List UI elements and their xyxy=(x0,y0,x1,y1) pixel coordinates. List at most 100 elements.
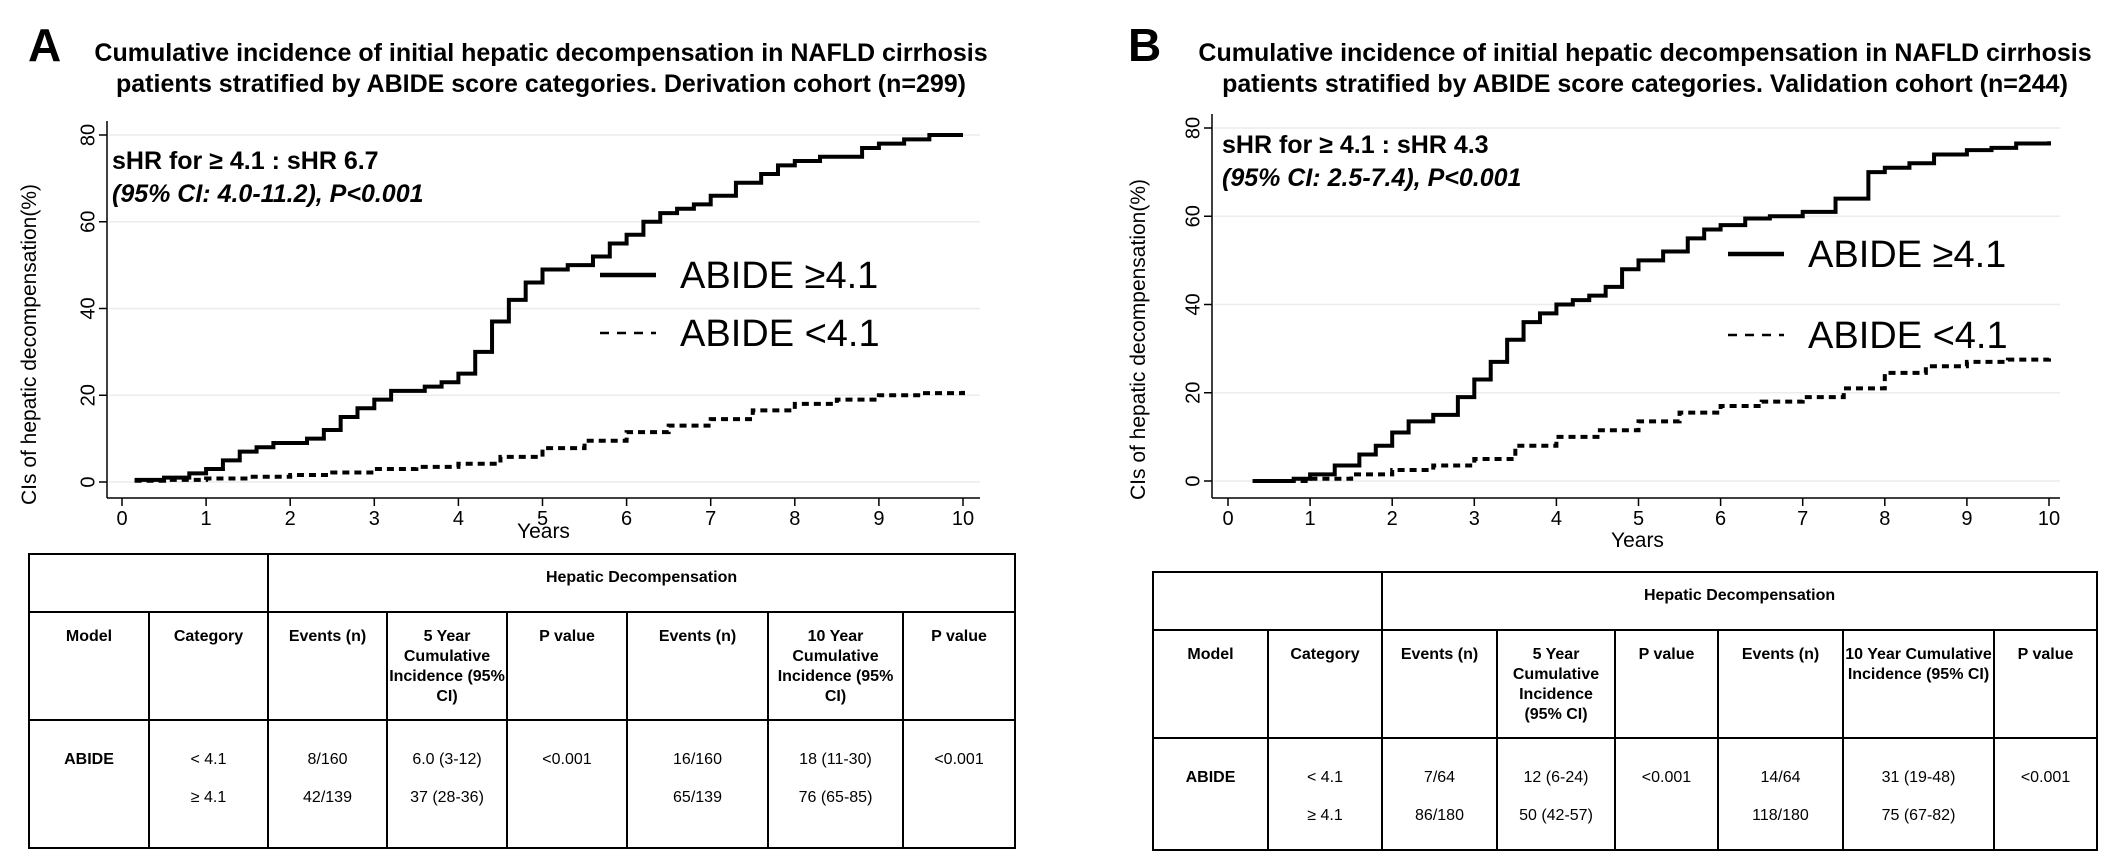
table-a-events10-low: 16/160 xyxy=(629,741,766,779)
table-a-ci10-high: 76 (65-85) xyxy=(770,779,901,817)
panel-a-x-tick-label-9: 9 xyxy=(873,508,884,530)
table-b-category-low: < 4.1 xyxy=(1270,759,1380,797)
table-a-events5-high: 42/139 xyxy=(270,779,385,817)
table-b-p10-cell: <0.001 xyxy=(1994,738,2097,850)
panel-b-y-tick-label-80: 80 xyxy=(1182,117,1204,139)
panel-a-x-tick-label-10: 10 xyxy=(952,508,974,530)
table-b-header-model: Model xyxy=(1153,630,1268,738)
panel-b-x-tick-label-6: 6 xyxy=(1715,508,1726,530)
table-a-header-ci-5: 5 Year Cumulative Incidence (95% CI) xyxy=(387,612,507,720)
panel-a-x-tick-label-0: 0 xyxy=(116,508,127,530)
table-a-events10-cell: 16/160 65/139 xyxy=(627,720,768,848)
panel-b-x-tick-label-10: 10 xyxy=(2038,508,2060,530)
panel-a-x-tick-label-4: 4 xyxy=(453,508,464,530)
panel-a-x-tick-label-7: 7 xyxy=(705,508,716,530)
table-a-header-events-10: Events (n) xyxy=(627,612,768,720)
table-b-p5-cell: <0.001 xyxy=(1615,738,1718,850)
table-a-header-category: Category xyxy=(149,612,268,720)
panel-b-shr-annotation: sHR for ≥ 4.1 : sHR 4.3 xyxy=(1222,131,1489,160)
table-a-p5-cell: <0.001 xyxy=(507,720,627,848)
table-b-header-category: Category xyxy=(1268,630,1382,738)
panel-a-y-tick-label-40: 40 xyxy=(77,297,99,319)
table-b-header-events-5: Events (n) xyxy=(1382,630,1497,738)
table-b-events5-high: 86/180 xyxy=(1384,797,1495,835)
table-b-header-p-10: P value xyxy=(1994,630,2097,738)
panel-a-y-tick-label-60: 60 xyxy=(77,211,99,233)
table-a-group-header: Hepatic Decompensation xyxy=(268,554,1015,612)
table-b-events10-high: 118/180 xyxy=(1720,797,1841,835)
panel-b-x-tick-label-1: 1 xyxy=(1305,508,1316,530)
table-a-header-model: Model xyxy=(29,612,149,720)
panel-b-y-tick-label-20: 20 xyxy=(1182,382,1204,404)
panel-b-x-tick-label-5: 5 xyxy=(1633,508,1644,530)
table-b-p10: <0.001 xyxy=(1996,759,2095,797)
table-b-model: ABIDE xyxy=(1186,769,1236,786)
panel-b-series-low xyxy=(1253,357,2049,481)
table-a-ci5-high: 37 (28-36) xyxy=(389,779,505,817)
table-a-p10-cell: <0.001 xyxy=(903,720,1015,848)
panel-b-y-tick-label-40: 40 xyxy=(1182,293,1204,315)
panel-b-x-tick-label-4: 4 xyxy=(1551,508,1562,530)
table-b-ci10-low: 31 (19-48) xyxy=(1845,759,1992,797)
panel-a-legend-label-high: ABIDE ≥4.1 xyxy=(680,255,878,297)
table-b-events5-low: 7/64 xyxy=(1384,759,1495,797)
panel-b-x-tick-label-9: 9 xyxy=(1961,508,1972,530)
panel-b-legend-label-high: ABIDE ≥4.1 xyxy=(1808,234,2006,276)
table-b-header-events-10: Events (n) xyxy=(1718,630,1843,738)
panel-a-shr-annotation: sHR for ≥ 4.1 : sHR 6.7 xyxy=(112,147,379,176)
table-b-p5: <0.001 xyxy=(1617,759,1716,797)
table-b-events10-cell: 14/64 118/180 xyxy=(1718,738,1843,850)
table-a-header-p-5: P value xyxy=(507,612,627,720)
table-b-events10-low: 14/64 xyxy=(1720,759,1841,797)
panel-b-x-tick-label-8: 8 xyxy=(1879,508,1890,530)
table-a-p10: <0.001 xyxy=(905,741,1013,779)
table-b-header-p-5: P value xyxy=(1615,630,1718,738)
panel-a-legend-label-low: ABIDE <4.1 xyxy=(680,313,880,355)
table-a-category-low: < 4.1 xyxy=(151,741,266,779)
table-a-ci10-cell: 18 (11-30) 76 (65-85) xyxy=(768,720,903,848)
table-a-events5-low: 8/160 xyxy=(270,741,385,779)
table-a-model: ABIDE xyxy=(64,751,114,768)
panel-a-x-tick-label-2: 2 xyxy=(285,508,296,530)
table-b-empty-header xyxy=(1153,572,1382,630)
table-b-ci10-high: 75 (67-82) xyxy=(1845,797,1992,835)
table-b-group-header: Hepatic Decompensation xyxy=(1382,572,2097,630)
panel-a-x-tick-label-5: 5 xyxy=(537,508,548,530)
table-a-model-cell: ABIDE xyxy=(29,720,149,848)
table-a-ci5-low: 6.0 (3-12) xyxy=(389,741,505,779)
panel-a-x-tick-label-6: 6 xyxy=(621,508,632,530)
table-a-header-p-10: P value xyxy=(903,612,1015,720)
table-b-events5-cell: 7/64 86/180 xyxy=(1382,738,1497,850)
panel-b-x-tick-label-0: 0 xyxy=(1222,508,1233,530)
table-a-p5: <0.001 xyxy=(509,741,625,779)
table-b-ci5-low: 12 (6-24) xyxy=(1499,759,1613,797)
panel-a-chart: 0 20 40 60 80 0 1 2 3 4 5 6 7 8 9 10 ABIDE ≥4.1 ABIDE <4.… xyxy=(0,0,1030,560)
table-a-ci10-low: 18 (11-30) xyxy=(770,741,901,779)
table-b-category-high: ≥ 4.1 xyxy=(1270,797,1380,835)
table-b-header-ci-10: 10 Year Cumulative Incidence (95% CI) xyxy=(1843,630,1994,738)
panel-b-x-tick-label-2: 2 xyxy=(1387,508,1398,530)
panel-b-x-tick-label-3: 3 xyxy=(1469,508,1480,530)
panel-b-ci-annotation: (95% CI: 2.5-7.4), P<0.001 xyxy=(1222,164,1521,193)
table-a-header-events-5: Events (n) xyxy=(268,612,387,720)
panel-a-x-tick-label-3: 3 xyxy=(369,508,380,530)
panel-a-x-tick-label-8: 8 xyxy=(789,508,800,530)
panel-b-legend-label-low: ABIDE <4.1 xyxy=(1808,315,2008,357)
table-a-events5-cell: 8/160 42/139 xyxy=(268,720,387,848)
table-a-empty-header xyxy=(29,554,268,612)
panel-a-ci-annotation: (95% CI: 4.0-11.2), P<0.001 xyxy=(112,180,424,209)
table-a-category-high: ≥ 4.1 xyxy=(151,779,266,817)
table-b-header-ci-5: 5 Year Cumulative Incidence (95% CI) xyxy=(1497,630,1615,738)
table-b-ci5-high: 50 (42-57) xyxy=(1499,797,1613,835)
table-b-ci5-cell: 12 (6-24) 50 (42-57) xyxy=(1497,738,1615,850)
panel-a-y-tick-label-0: 0 xyxy=(77,476,99,487)
table-a-category-cell: < 4.1 ≥ 4.1 xyxy=(149,720,268,848)
table-b-category-cell: < 4.1 ≥ 4.1 xyxy=(1268,738,1382,850)
panel-b-y-tick-label-0: 0 xyxy=(1182,475,1204,486)
table-b-model-cell: ABIDE xyxy=(1153,738,1268,850)
panel-a-series-low xyxy=(135,391,963,481)
panel-a-y-tick-label-80: 80 xyxy=(77,124,99,146)
panel-a-x-tick-label-1: 1 xyxy=(201,508,212,530)
table-a-events10-high: 65/139 xyxy=(629,779,766,817)
panel-a-y-tick-label-20: 20 xyxy=(77,384,99,406)
